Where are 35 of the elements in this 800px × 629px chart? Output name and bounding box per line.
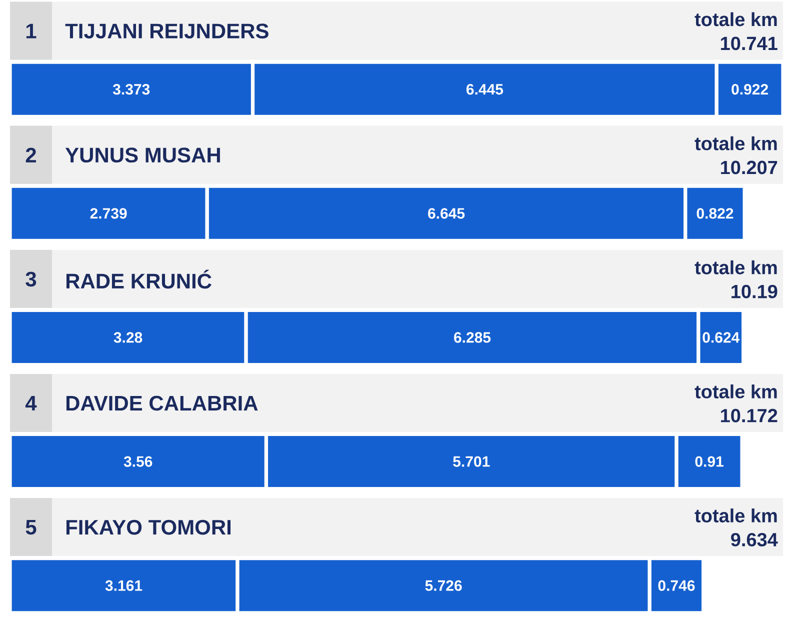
y-tick-label: YUNUS MUSAH [65,148,220,163]
total-label: 10.741 [721,36,778,50]
y-tick-label: TIJJANI REIJNDERS [65,24,268,38]
data-label: 0.822 [696,208,734,219]
data-label: 3.56 [124,456,152,467]
annotation: totale km [694,136,777,150]
data-label: 6.645 [428,208,465,219]
total-label: 10.19 [732,284,778,298]
annotation: 5 [26,520,36,535]
annotation: totale km [694,12,777,26]
data-label: 3.373 [112,84,150,95]
annotation: 3 [26,272,36,287]
annotation: totale km [694,260,777,274]
data-label: 0.922 [732,84,768,95]
annotation: totale km [694,384,777,398]
data-label: 0.624 [702,332,740,343]
data-label: 5.701 [453,456,490,467]
data-label: 3.28 [114,332,142,343]
data-label: 2.739 [90,208,127,219]
total-label: 9.634 [731,532,778,546]
data-label: 0.91 [695,456,724,467]
y-tick-label: RADE KRUNIĆ [66,270,212,289]
data-label: 3.161 [105,580,142,591]
annotation: 1 [26,24,36,38]
data-label: 0.746 [658,580,695,591]
data-label: 5.726 [425,580,462,591]
total-label: 10.172 [721,408,778,422]
annotation: totale km [694,508,777,522]
annotation: 2 [26,148,36,162]
annotation: 4 [25,396,37,410]
data-label: 6.445 [466,84,504,95]
total-label: 10.207 [721,160,778,174]
y-tick-label: FIKAYO TOMORI [66,520,231,535]
data-label: 6.285 [454,332,491,343]
y-tick-label: DAVIDE CALABRIA [66,396,258,411]
